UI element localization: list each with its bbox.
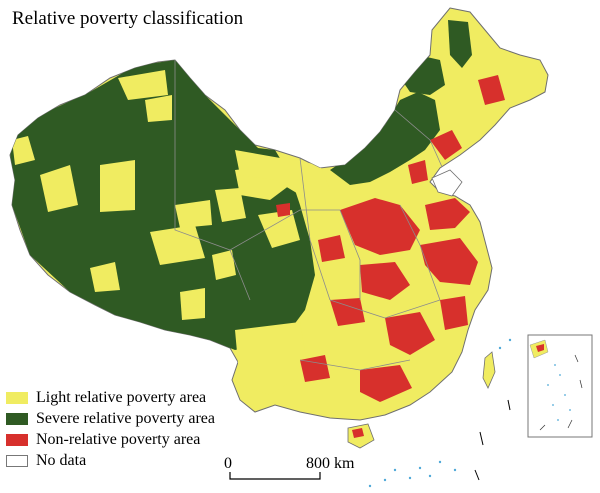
legend-item-severe: Severe relative poverty area bbox=[6, 408, 215, 429]
light-patch-tibet-5 bbox=[212, 250, 236, 280]
legend-label-light: Light relative poverty area bbox=[36, 388, 207, 406]
map-title: Relative poverty classification bbox=[12, 8, 244, 29]
non-area-north-china bbox=[340, 198, 420, 255]
light-patch-sichuan bbox=[258, 210, 300, 248]
non-area-lhasa bbox=[276, 203, 290, 217]
light-patch-tibet-2 bbox=[175, 200, 212, 228]
bohai-sea bbox=[431, 169, 463, 197]
light-patch-xinjiang-1 bbox=[100, 160, 135, 212]
non-area-hunan bbox=[385, 312, 435, 355]
non-area-northeast-2 bbox=[478, 75, 505, 105]
legend-label-nodata: No data bbox=[36, 451, 87, 469]
scale-bar bbox=[229, 472, 321, 480]
legend-swatch-severe bbox=[6, 412, 28, 425]
severe-area-north bbox=[330, 92, 440, 185]
light-patch-tibet-3 bbox=[90, 262, 120, 292]
light-patch-innermongolia bbox=[235, 150, 330, 198]
legend-item-light: Light relative poverty area bbox=[6, 387, 215, 408]
legend-item-non: Non-relative poverty area bbox=[6, 429, 215, 450]
province-boundaries bbox=[174, 60, 456, 371]
light-patch-xinjiang-3 bbox=[12, 136, 35, 165]
light-patch-tibet-1 bbox=[150, 225, 205, 265]
legend: Light relative poverty area Severe relat… bbox=[6, 387, 215, 471]
legend-label-non: Non-relative poverty area bbox=[36, 430, 201, 448]
legend-item-nodata: No data bbox=[6, 450, 215, 471]
taiwan-island bbox=[482, 351, 496, 389]
light-patch-xinjiang-5 bbox=[145, 95, 172, 122]
non-area-hubei bbox=[330, 298, 365, 326]
legend-swatch-light bbox=[6, 391, 28, 404]
severe-area-west bbox=[10, 60, 315, 350]
light-patch-xinjiang-4 bbox=[118, 70, 168, 100]
non-area-shaanxi bbox=[318, 235, 345, 262]
nine-dash-line bbox=[474, 399, 511, 481]
light-patch-gansu bbox=[215, 188, 246, 222]
hainan-red bbox=[352, 428, 364, 438]
light-patch-tibet-4 bbox=[180, 288, 205, 320]
severe-area-heilongjiang bbox=[448, 20, 472, 68]
non-area-central bbox=[360, 262, 410, 300]
non-area-guangdong bbox=[360, 365, 412, 402]
non-area-jiangsu bbox=[420, 238, 478, 285]
non-area-guangxi bbox=[300, 355, 330, 382]
light-patch-xinjiang-2 bbox=[40, 165, 78, 212]
non-area-beijing bbox=[408, 160, 428, 184]
sea-islands bbox=[368, 338, 512, 488]
legend-label-severe: Severe relative poverty area bbox=[36, 409, 216, 427]
non-area-northeast bbox=[430, 130, 462, 160]
scale-end-label: 800 km bbox=[306, 455, 355, 472]
non-area-zhejiang bbox=[440, 296, 468, 330]
legend-swatch-nodata bbox=[6, 454, 28, 467]
light-patch-yunnan bbox=[235, 322, 308, 395]
non-area-shandong bbox=[425, 198, 470, 230]
scale-start-label: 0 bbox=[224, 455, 232, 472]
south-china-sea-inset bbox=[527, 334, 593, 438]
legend-swatch-non bbox=[6, 433, 28, 446]
